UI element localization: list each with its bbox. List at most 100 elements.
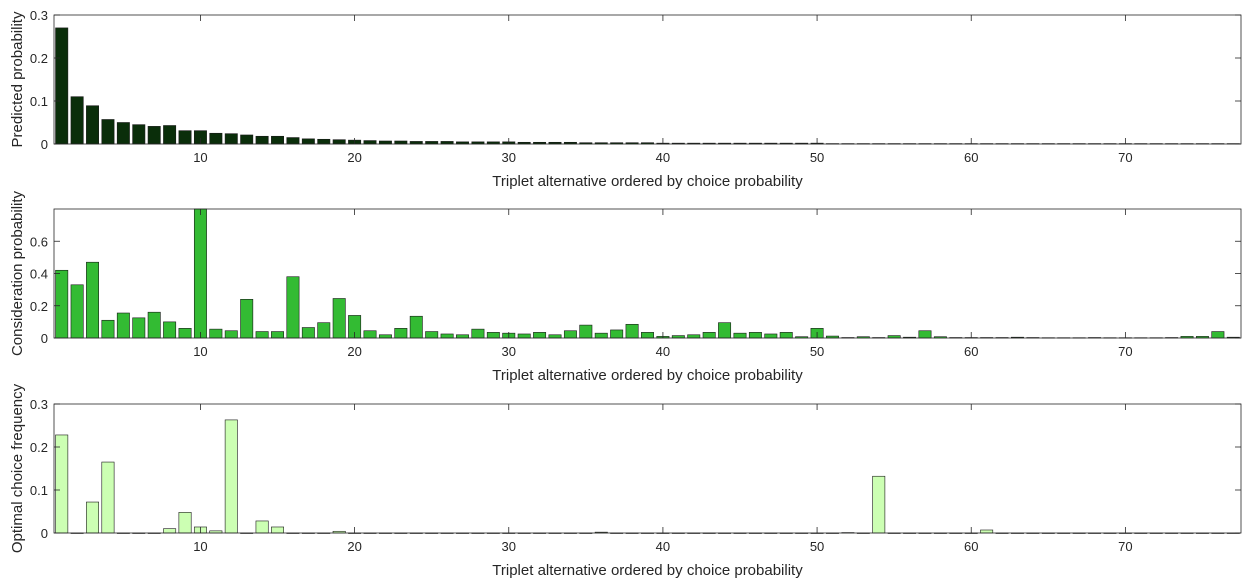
- bar-16: [286, 276, 300, 339]
- y-tick-label: 0.3: [30, 8, 48, 23]
- bar-48: [779, 332, 793, 339]
- bar-61: [980, 529, 994, 534]
- x-tick-label: 30: [502, 539, 516, 554]
- bar-8: [163, 321, 177, 339]
- bar-27: [456, 334, 469, 339]
- bar-1: [55, 434, 69, 534]
- bar-29: [486, 332, 500, 339]
- x-tick-label: 20: [347, 539, 361, 554]
- bar-38: [625, 323, 639, 339]
- bar-6: [132, 317, 146, 339]
- bar-57: [918, 330, 932, 339]
- bar-9: [178, 512, 192, 534]
- bar-23: [394, 140, 408, 145]
- y-tick-label: 0.1: [30, 483, 48, 498]
- bar-15: [271, 331, 284, 339]
- bar-3: [86, 501, 100, 534]
- bar-17: [301, 327, 315, 339]
- bar-35: [579, 324, 593, 339]
- bar-12: [224, 419, 238, 534]
- bar-17: [301, 138, 315, 145]
- bar-4: [101, 119, 115, 145]
- bar-4: [101, 461, 115, 534]
- x-tick-label: 40: [656, 344, 670, 359]
- x-tick-label: 60: [964, 150, 978, 165]
- x-tick-label: 60: [964, 539, 978, 554]
- bar-1: [55, 269, 69, 339]
- bar-54: [872, 475, 886, 534]
- bar-32: [533, 332, 547, 339]
- bar-43: [702, 332, 716, 339]
- bar-9: [178, 328, 192, 339]
- axes-box: [53, 14, 1242, 145]
- y-tick-label: 0.6: [30, 234, 48, 249]
- bar-15: [271, 135, 284, 145]
- x-tick-label: 50: [810, 539, 824, 554]
- bar-25: [425, 331, 439, 339]
- x-tick-label: 70: [1118, 150, 1132, 165]
- bar-26: [440, 333, 454, 339]
- x-tick-label: 30: [502, 344, 516, 359]
- bar-5: [116, 312, 130, 339]
- bar-11: [209, 132, 223, 145]
- bar-6: [132, 124, 146, 145]
- chart-panel-2: 10 20 30 40 50 60 70 0 0.2 0.4 0.6 Triplet alternat…: [9, 190, 1242, 384]
- bar-12: [224, 330, 238, 339]
- bar-21: [363, 140, 377, 145]
- bar-1: [55, 27, 69, 145]
- bar-12: [224, 133, 238, 145]
- x-tick-label: 20: [347, 344, 361, 359]
- x-tick-label: 70: [1118, 539, 1132, 554]
- axes-box: [53, 403, 1242, 534]
- bar-39: [641, 332, 654, 339]
- bar-76: [1211, 331, 1225, 339]
- bar-9: [178, 130, 192, 145]
- bar-45: [733, 332, 747, 339]
- y-tick-label: 0.3: [30, 397, 48, 412]
- y-axis-label: Predicted probability: [9, 11, 26, 147]
- bar-4: [101, 319, 115, 339]
- y-tick-label: 0.4: [30, 267, 48, 282]
- x-tick-label: 10: [193, 344, 207, 359]
- bar-3: [86, 261, 100, 339]
- y-tick-label: 0.1: [30, 94, 48, 109]
- bar-23: [394, 328, 408, 339]
- y-tick-label: 0: [41, 331, 48, 346]
- y-tick-label: 0: [41, 137, 48, 152]
- bar-22: [378, 334, 392, 339]
- bar-15: [271, 526, 284, 534]
- bar-7: [147, 126, 161, 145]
- x-tick-label: 70: [1118, 344, 1132, 359]
- bar-8: [163, 125, 177, 145]
- x-tick-label: 10: [193, 150, 207, 165]
- bar-3: [86, 105, 100, 145]
- bar-19: [332, 298, 346, 339]
- x-tick-label: 20: [347, 150, 361, 165]
- x-tick-label: 50: [810, 150, 824, 165]
- bar-21: [363, 330, 377, 339]
- y-tick-label: 0.2: [30, 51, 48, 66]
- y-tick-label: 0.2: [30, 299, 48, 314]
- bar-14: [255, 520, 269, 534]
- bar-46: [748, 332, 762, 339]
- bar-42: [687, 334, 701, 339]
- bar-47: [764, 333, 778, 339]
- bar-22: [378, 140, 392, 145]
- bar-16: [286, 137, 300, 145]
- bar-28: [471, 328, 485, 339]
- bar-31: [517, 333, 531, 339]
- x-tick-label: 10: [193, 539, 207, 554]
- x-tick-label: 40: [656, 539, 670, 554]
- y-tick-label: 0.2: [30, 440, 48, 455]
- bar-5: [116, 122, 130, 145]
- bar-11: [209, 328, 223, 339]
- bar-33: [548, 334, 562, 339]
- x-axis-label: Triplet alternative ordered by choice pr…: [492, 367, 803, 384]
- bar-34: [563, 330, 577, 339]
- bar-8: [163, 528, 177, 534]
- bar-19: [332, 139, 346, 145]
- chart-panel-1: 10 20 30 40 50 60 70 0 0.1 0.2 0.3 Triplet alternat…: [9, 8, 1242, 190]
- bar-44: [718, 322, 732, 339]
- bar-10: [193, 208, 207, 339]
